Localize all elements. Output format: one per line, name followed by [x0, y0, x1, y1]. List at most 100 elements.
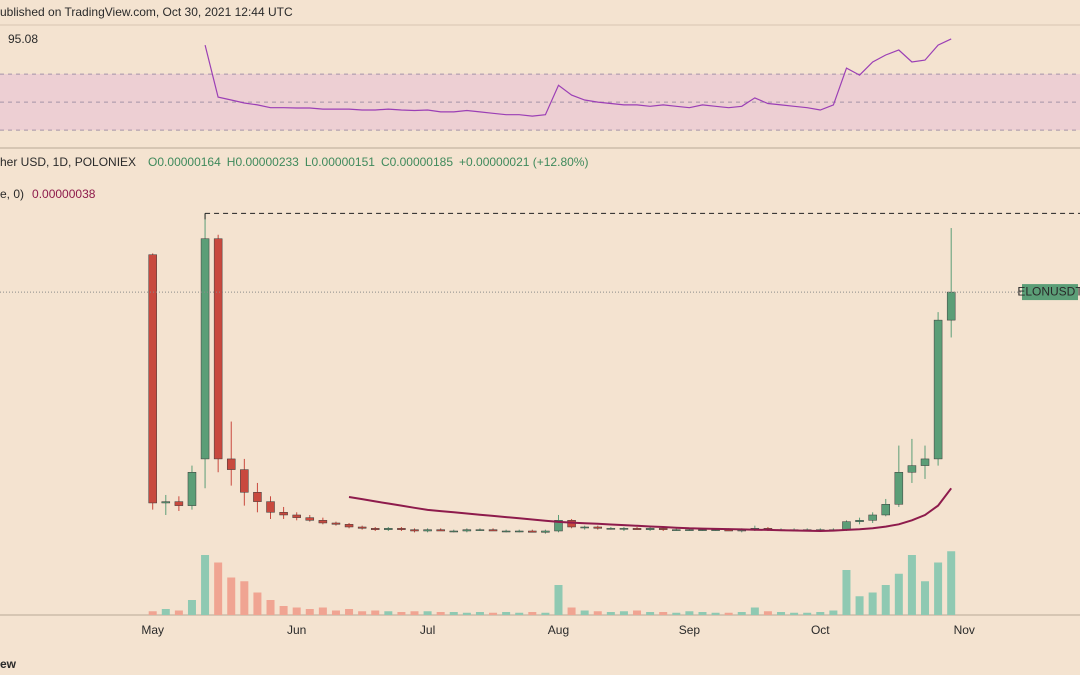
x-tick-label: Aug: [548, 623, 569, 637]
candle-body: [881, 504, 890, 516]
candle-body: [619, 528, 629, 530]
volume-bar: [567, 607, 576, 615]
volume-bar: [593, 611, 602, 615]
volume-bar: [489, 612, 498, 615]
rsi-value: 95.08: [8, 32, 38, 46]
volume-bar: [829, 610, 838, 615]
volume-bar: [711, 612, 720, 615]
candle-body: [200, 238, 210, 460]
candle-body: [933, 319, 943, 460]
candle-body: [541, 530, 550, 533]
candle-body: [397, 528, 406, 530]
candle-body: [187, 472, 197, 506]
candle-body: [672, 529, 681, 531]
candle-body: [514, 530, 524, 533]
volume-bar: [384, 611, 393, 615]
volume-bar: [763, 611, 772, 615]
candle-body: [423, 529, 432, 532]
volume-bar: [894, 573, 903, 615]
price-tag: [1022, 284, 1078, 301]
candle-body: [842, 521, 851, 530]
candle-body: [475, 529, 485, 531]
candle-body: [593, 526, 603, 529]
candle-body: [213, 238, 223, 460]
candle-body: [370, 528, 380, 530]
volume-bar: [934, 562, 943, 615]
candle-body: [946, 291, 956, 321]
ohlc-value: +0.00000021 (+12.80%): [459, 155, 588, 169]
ohlc-value: L0.00000151: [305, 155, 375, 169]
volume-bar: [436, 612, 445, 615]
x-tick-label: Nov: [954, 623, 975, 637]
volume-bar: [515, 612, 524, 615]
volume-bar: [148, 611, 157, 615]
published-note: ublished on TradingView.com, Oct 30, 202…: [0, 5, 293, 19]
candle-body: [685, 529, 694, 531]
volume-bar: [462, 612, 471, 615]
ohlc-value: C0.00000185: [381, 155, 453, 169]
candle-body: [606, 528, 616, 530]
ma-legend: e, 0) 0.00000038: [0, 187, 96, 201]
volume-bar: [345, 609, 354, 615]
volume-bar: [842, 570, 851, 615]
volume-bar: [253, 592, 262, 615]
volume-bar: [161, 609, 170, 615]
volume-bar: [410, 611, 419, 615]
volume-bar: [475, 612, 484, 615]
x-tick-label: Oct: [811, 623, 830, 637]
candle-body: [253, 492, 262, 502]
volume-bar: [528, 612, 537, 615]
volume-bar: [541, 612, 550, 615]
candle-body: [554, 520, 563, 532]
volume-bar: [698, 612, 707, 615]
volume-bar: [816, 612, 825, 615]
volume-bar: [724, 612, 733, 615]
candle-body: [240, 469, 249, 493]
candle-body: [305, 517, 315, 521]
volume-bar: [685, 611, 694, 615]
volume-bar: [921, 581, 930, 615]
x-tick-label: May: [141, 623, 164, 637]
volume-bar: [371, 610, 380, 615]
volume-bar: [619, 611, 628, 615]
volume-bar: [449, 612, 458, 615]
volume-bar: [279, 606, 288, 615]
candle-body: [161, 501, 171, 504]
volume-bar: [292, 607, 301, 615]
candle-body: [698, 529, 707, 531]
candle-body: [868, 514, 877, 521]
candle-body: [645, 528, 655, 530]
volume-bar: [803, 612, 812, 615]
candle-body: [279, 512, 288, 516]
candle-body: [318, 520, 328, 524]
candle-body: [174, 501, 184, 506]
candle-body: [292, 514, 301, 518]
volume-bar: [907, 555, 916, 615]
volume-bar: [502, 612, 511, 615]
volume-bar: [358, 611, 367, 615]
volume-bar: [423, 611, 432, 615]
candle-body: [148, 254, 157, 504]
volume-bar: [397, 612, 406, 615]
volume-bar: [790, 612, 799, 615]
candle-body: [658, 528, 668, 530]
symbol: her USD, 1D, POLONIEX: [0, 155, 136, 169]
ohlc-value: O0.00000164: [148, 155, 221, 169]
volume-bar: [606, 612, 615, 615]
candle-body: [344, 524, 354, 528]
candle-body: [580, 526, 589, 529]
volume-bar: [659, 612, 668, 615]
candle-body: [920, 458, 930, 466]
volume-bar: [174, 610, 183, 615]
x-tick-label: Jun: [287, 623, 306, 637]
ma-name: e, 0): [0, 187, 24, 201]
volume-bar: [331, 610, 340, 615]
ohlc-value: H0.00000233: [227, 155, 299, 169]
volume-bar: [750, 607, 759, 615]
price-tag-label: ELONUSDT: [1017, 284, 1080, 298]
x-tick-label: Sep: [679, 623, 701, 637]
volume-bar: [868, 592, 877, 615]
volume-bar: [214, 562, 223, 615]
